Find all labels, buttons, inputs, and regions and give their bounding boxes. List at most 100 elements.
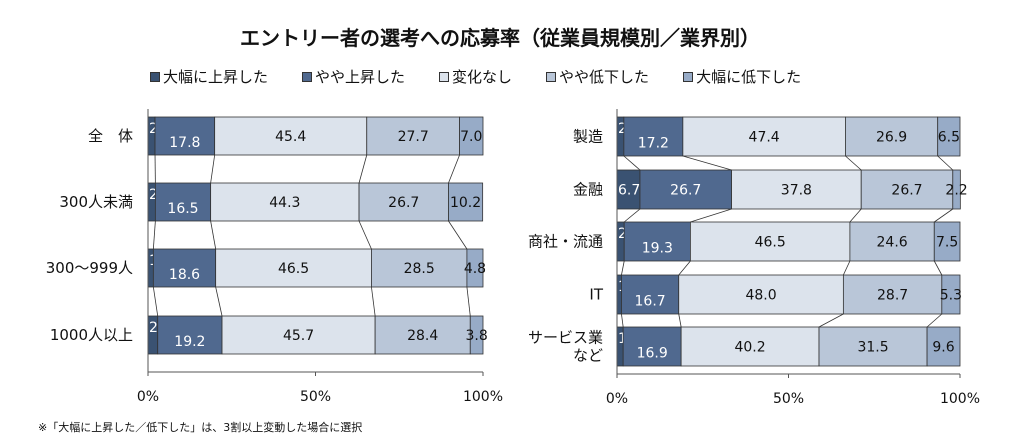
bar-segment: [221, 315, 376, 355]
series-line: [818, 313, 844, 328]
category-label: IT: [589, 286, 603, 304]
data-label: 44.3: [269, 195, 300, 211]
x-tick-label: 100%: [940, 391, 980, 407]
series-line: [466, 286, 471, 317]
data-label: 27.7: [398, 129, 429, 145]
legend-item: やや上昇した: [302, 66, 405, 87]
legend-label: 大幅に上昇した: [163, 68, 269, 86]
data-label: 5.3: [940, 288, 962, 304]
data-label: 7.0: [460, 129, 482, 145]
legend-swatch: [546, 71, 557, 82]
bar-segment: [459, 116, 484, 156]
series-line: [448, 154, 460, 184]
bar-segment: [210, 182, 360, 222]
x-tick-label: 50%: [300, 389, 331, 405]
data-label: 17.8: [169, 135, 200, 151]
data-label: 16.5: [167, 201, 198, 217]
bar-segment: [621, 274, 680, 315]
series-line: [926, 313, 943, 328]
legend-swatch: [439, 71, 450, 82]
data-label: 6.7: [618, 183, 640, 199]
data-label: 46.5: [278, 261, 309, 277]
legend-label: 変化なし: [452, 68, 513, 86]
data-label: 16.7: [635, 294, 666, 310]
data-label: 47.4: [749, 130, 780, 146]
series-line: [845, 155, 862, 171]
bar-segment: [152, 248, 217, 288]
category-label: 商社・流通: [528, 233, 603, 251]
bar-segment: [933, 221, 961, 262]
bar-segment: [849, 221, 935, 262]
bar-segment: [941, 274, 961, 315]
bar-segment: [371, 248, 468, 288]
series-line: [849, 208, 862, 223]
series-line: [358, 154, 368, 184]
bar-segment: [690, 221, 851, 262]
series-line: [678, 313, 682, 328]
data-label: 18.6: [169, 267, 200, 283]
x-tick-label: 0%: [137, 389, 159, 405]
data-label: 26.7: [891, 183, 922, 199]
legend-item: 変化なし: [439, 66, 512, 87]
data-label: 19.3: [642, 241, 673, 257]
category-label: 1000人以上: [50, 326, 133, 344]
data-label: 37.8: [781, 183, 812, 199]
series-line: [371, 286, 376, 317]
legend-swatch: [302, 71, 313, 82]
x-tick-label: 0%: [606, 391, 628, 407]
data-label: 24.6: [877, 235, 908, 251]
bar-segment: [845, 116, 939, 157]
bar-segment: [358, 182, 449, 222]
bar-segment: [623, 116, 684, 157]
series-line: [623, 155, 641, 171]
category-label: など: [573, 347, 603, 365]
bar-segment: [466, 248, 484, 288]
bar-segment: [448, 182, 484, 222]
category-label: 300～999人: [46, 259, 133, 277]
data-label: 26.7: [388, 195, 419, 211]
category-label: 製造: [573, 128, 603, 146]
x-tick-label: 50%: [773, 391, 804, 407]
x-tick-label: 100%: [463, 389, 503, 405]
legend-label: やや上昇した: [315, 68, 406, 86]
bar-segment: [622, 326, 682, 367]
data-label: 48.0: [745, 288, 776, 304]
series-line: [448, 220, 468, 250]
data-label: 19.2: [174, 334, 205, 350]
bar-segment: [682, 116, 846, 157]
series-line: [358, 220, 372, 250]
data-label: 3.8: [466, 328, 488, 344]
legend-item: やや低下した: [546, 66, 649, 87]
data-label: 45.4: [275, 129, 306, 145]
legend-item: 大幅に上昇した: [150, 66, 268, 87]
data-label: 9.6: [932, 340, 954, 356]
series-line: [933, 260, 943, 276]
series-line: [682, 155, 732, 171]
legend-item: 大幅に低下した: [683, 66, 801, 87]
bar-segment: [214, 116, 368, 156]
series-line: [215, 286, 223, 317]
data-label: 28.7: [877, 288, 908, 304]
bar-segment: [952, 169, 961, 210]
category-label: 300人未満: [59, 193, 133, 211]
data-label: 17.2: [638, 136, 669, 152]
data-label: 26.9: [876, 130, 907, 146]
data-label: 28.4: [407, 328, 438, 344]
legend-swatch: [683, 71, 694, 82]
data-label: 4.8: [464, 261, 486, 277]
data-label: 45.7: [283, 328, 314, 344]
bar-segment: [926, 326, 961, 367]
data-label: 6.5: [938, 130, 960, 146]
bar-segment: [374, 315, 471, 355]
data-label: 16.9: [637, 346, 668, 362]
data-label: 40.2: [734, 340, 765, 356]
bar-segment: [937, 116, 961, 157]
bar-segment: [842, 274, 943, 315]
bar-segment: [157, 315, 223, 355]
series-line: [934, 208, 954, 223]
series-line: [623, 208, 641, 223]
legend-label: 大幅に低下した: [696, 68, 802, 86]
series-line: [621, 260, 625, 276]
